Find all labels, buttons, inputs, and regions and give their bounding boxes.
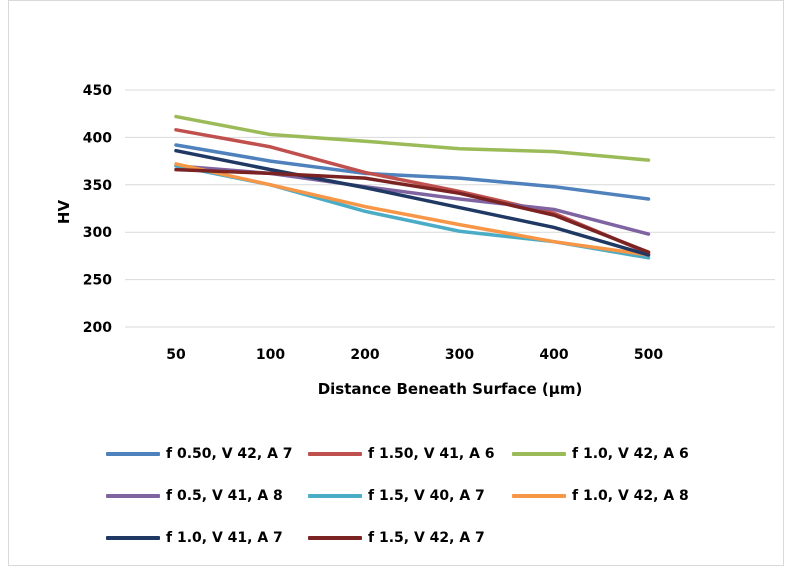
- legend-label: f 1.0, V 42, A 6: [572, 446, 689, 462]
- series-line-1: [174, 143, 651, 201]
- series-line-8: [174, 167, 651, 254]
- series-lines: [174, 114, 651, 260]
- legend-label: f 1.0, V 41, A 7: [166, 530, 283, 546]
- x-tick-label: 400: [539, 347, 568, 363]
- y-tick-label: 300: [83, 225, 112, 241]
- legend-swatch: [512, 452, 566, 456]
- legend-item-6: f 1.0, V 42, A 8: [512, 478, 689, 514]
- x-tick-label: 50: [166, 347, 186, 363]
- x-tick-label: 200: [350, 347, 379, 363]
- legend-item-2: f 1.50, V 41, A 6: [308, 436, 495, 472]
- legend-row: f 0.50, V 42, A 7 f 1.50, V 41, A 6 f 1.…: [100, 436, 760, 478]
- gridlines: [125, 89, 775, 328]
- legend-item-3: f 1.0, V 42, A 6: [512, 436, 689, 472]
- y-tick-label: 200: [83, 320, 112, 336]
- legend-row: f 1.0, V 41, A 7 f 1.5, V 42, A 7: [100, 520, 760, 562]
- legend-label: f 1.5, V 40, A 7: [368, 488, 485, 504]
- x-axis-ticks: 50 100 200 300 400 500: [166, 347, 663, 363]
- y-tick-label: 250: [83, 273, 112, 289]
- y-axis-label: HV: [55, 200, 73, 225]
- legend-row: f 0.5, V 41, A 8 f 1.5, V 40, A 7 f 1.0,…: [100, 478, 760, 520]
- legend-item-7: f 1.0, V 41, A 7: [106, 520, 283, 556]
- legend-swatch: [308, 494, 362, 498]
- legend-item-5: f 1.5, V 40, A 7: [308, 478, 485, 514]
- legend-item-8: f 1.5, V 42, A 7: [308, 520, 485, 556]
- y-tick-label: 450: [83, 83, 112, 99]
- legend-swatch: [512, 494, 566, 498]
- x-tick-label: 100: [256, 347, 285, 363]
- legend-swatch: [106, 536, 160, 540]
- x-axis-label: Distance Beneath Surface (µm): [318, 380, 583, 398]
- x-tick-label: 300: [445, 347, 474, 363]
- legend-swatch: [106, 452, 160, 456]
- legend-label: f 0.5, V 41, A 8: [166, 488, 283, 504]
- legend-swatch: [106, 494, 160, 498]
- legend-item-1: f 0.50, V 42, A 7: [106, 436, 293, 472]
- series-line-7: [174, 148, 651, 257]
- legend-label: f 0.50, V 42, A 7: [166, 446, 293, 462]
- legend-label: f 1.5, V 42, A 7: [368, 530, 485, 546]
- series-line-3: [174, 114, 651, 162]
- legend-swatch: [308, 536, 362, 540]
- chart-frame: [8, 0, 784, 566]
- legend-item-4: f 0.5, V 41, A 8: [106, 478, 283, 514]
- y-tick-label: 400: [83, 130, 112, 146]
- y-tick-label: 350: [83, 178, 112, 194]
- y-axis-ticks: 450 400 350 300 250 200: [83, 83, 112, 336]
- legend: f 0.50, V 42, A 7 f 1.50, V 41, A 6 f 1.…: [100, 436, 760, 562]
- x-tick-label: 500: [634, 347, 663, 363]
- legend-swatch: [308, 452, 362, 456]
- series-line-6: [174, 162, 651, 257]
- legend-label: f 1.0, V 42, A 8: [572, 488, 689, 504]
- legend-label: f 1.50, V 41, A 6: [368, 446, 495, 462]
